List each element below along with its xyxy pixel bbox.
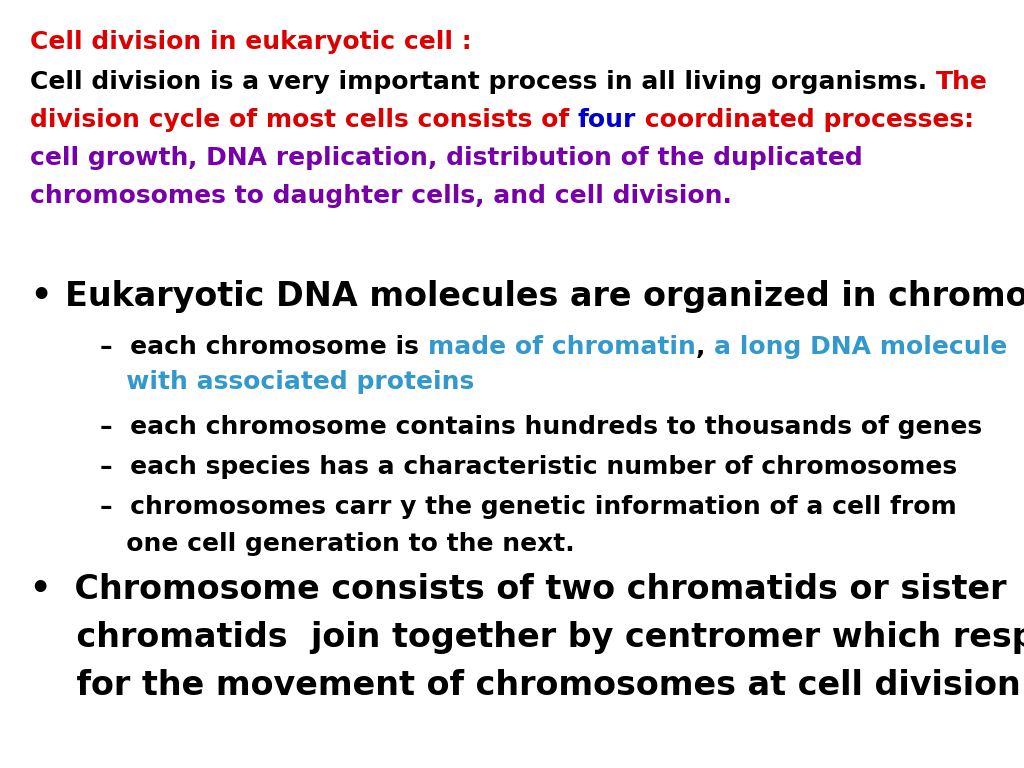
Text: Cell division is a very important process in all living organisms.: Cell division is a very important proces… (30, 70, 936, 94)
Text: ,: , (695, 335, 714, 359)
Text: Eukaryotic DNA molecules are organized in chromosomes: Eukaryotic DNA molecules are organized i… (65, 280, 1024, 313)
Text: , distribution of the duplicated: , distribution of the duplicated (428, 146, 863, 170)
Text: made of chromatin: made of chromatin (428, 335, 695, 359)
Text: –  each species has a characteristic number of chromosomes: – each species has a characteristic numb… (100, 455, 957, 479)
Text: The: The (936, 70, 988, 94)
Text: with associated proteins: with associated proteins (100, 370, 474, 394)
Text: , DNA replication: , DNA replication (188, 146, 428, 170)
Text: one cell generation to the next.: one cell generation to the next. (100, 532, 574, 556)
Text: cell growth: cell growth (30, 146, 188, 170)
Text: –  chromosomes carr y the genetic information of a cell from: – chromosomes carr y the genetic informa… (100, 495, 956, 519)
Text: coordinated processes:: coordinated processes: (636, 108, 975, 132)
Text: •: • (30, 280, 51, 313)
Text: –  each chromosome is: – each chromosome is (100, 335, 428, 359)
Text: a long DNA molecule: a long DNA molecule (714, 335, 1007, 359)
Text: –  each chromosome contains hundreds to thousands of genes: – each chromosome contains hundreds to t… (100, 415, 982, 439)
Text: Cell division in eukaryotic cell :: Cell division in eukaryotic cell : (30, 30, 472, 54)
Text: •  Chromosome consists of two chromatids or sister: • Chromosome consists of two chromatids … (30, 573, 1007, 606)
Text: for the movement of chromosomes at cell division: for the movement of chromosomes at cell … (30, 669, 1021, 702)
Text: four: four (578, 108, 636, 132)
Text: chromosomes to daughter cells, and cell division.: chromosomes to daughter cells, and cell … (30, 184, 732, 208)
Text: division cycle of most cells consists of: division cycle of most cells consists of (30, 108, 578, 132)
Text: chromatids  join together by centromer which responsible: chromatids join together by centromer wh… (30, 621, 1024, 654)
